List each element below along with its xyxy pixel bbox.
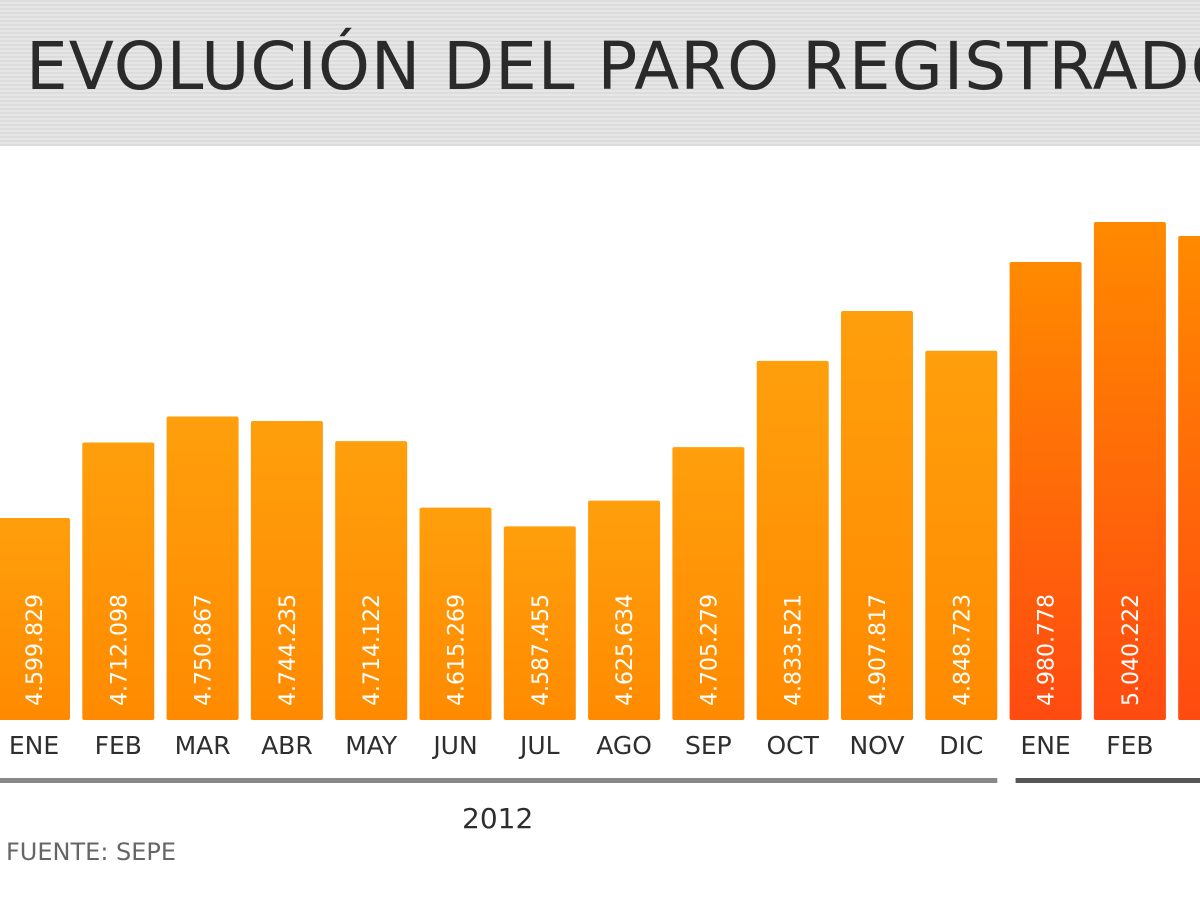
- timeline-2013: [1015, 778, 1200, 783]
- bar-value-label: 5.040.222: [1119, 594, 1144, 706]
- bar-value-label: 4.615.269: [445, 594, 470, 706]
- bar-value-label: 4.714.122: [360, 594, 385, 706]
- month-label: FEB: [1106, 731, 1153, 760]
- title-band: EVOLUCIÓN DEL PARO REGISTRADO: [0, 0, 1200, 146]
- source-note: FUENTE: SEPE: [6, 838, 177, 866]
- bar: [419, 507, 492, 720]
- bar: [1009, 261, 1082, 720]
- bar: [925, 350, 998, 720]
- month-label: FEB: [95, 731, 142, 760]
- bar-chart: 4.599.829 ENE 4.712.098 FEB 4.750.867 MAR 4.74…: [0, 222, 1200, 835]
- bar: [250, 420, 323, 720]
- bar: [82, 442, 155, 720]
- month-label: OCT: [766, 731, 819, 760]
- bar: [756, 360, 829, 720]
- bar-value-label: 4.750.867: [192, 594, 217, 706]
- month-label: MAR: [175, 731, 231, 760]
- bar: [672, 447, 745, 720]
- chart-title: EVOLUCIÓN DEL PARO REGISTRADO: [26, 28, 1200, 105]
- bar: [1178, 236, 1200, 720]
- bar: [0, 518, 70, 720]
- month-label: SEP: [685, 731, 732, 760]
- bar: [503, 526, 576, 720]
- month-label: MAY: [345, 731, 398, 760]
- bar-value-label: 4.587.455: [529, 594, 554, 706]
- bar: [335, 441, 408, 720]
- bar-value-label: 4.744.235: [276, 594, 301, 706]
- month-label: ENE: [9, 731, 59, 760]
- bar: [166, 416, 239, 720]
- bar-value-label: 4.907.817: [866, 594, 891, 706]
- bar: [841, 310, 913, 720]
- month-label: NOV: [849, 731, 904, 760]
- bar-value-label: 4.712.098: [107, 594, 132, 706]
- month-label: DIC: [939, 731, 983, 760]
- month-label: ENE: [1020, 731, 1070, 760]
- bar-value-label: 4.980.778: [1035, 594, 1060, 706]
- year-label-2012: 2012: [462, 802, 533, 835]
- month-label: JUN: [431, 731, 477, 760]
- month-label: AGO: [596, 731, 652, 760]
- bar-value-label: 4.833.521: [782, 594, 807, 706]
- bar-value-label: 4.599.829: [23, 594, 48, 706]
- bar: [1093, 222, 1166, 720]
- bar-value-label: 4.705.279: [697, 594, 722, 706]
- bar: [588, 500, 661, 720]
- timeline-2012: [0, 778, 998, 783]
- month-label: ABR: [261, 731, 313, 760]
- bar-value-label: 4.625.634: [613, 594, 638, 706]
- bar-value-label: 4.848.723: [950, 594, 975, 706]
- month-label: JUL: [518, 731, 560, 760]
